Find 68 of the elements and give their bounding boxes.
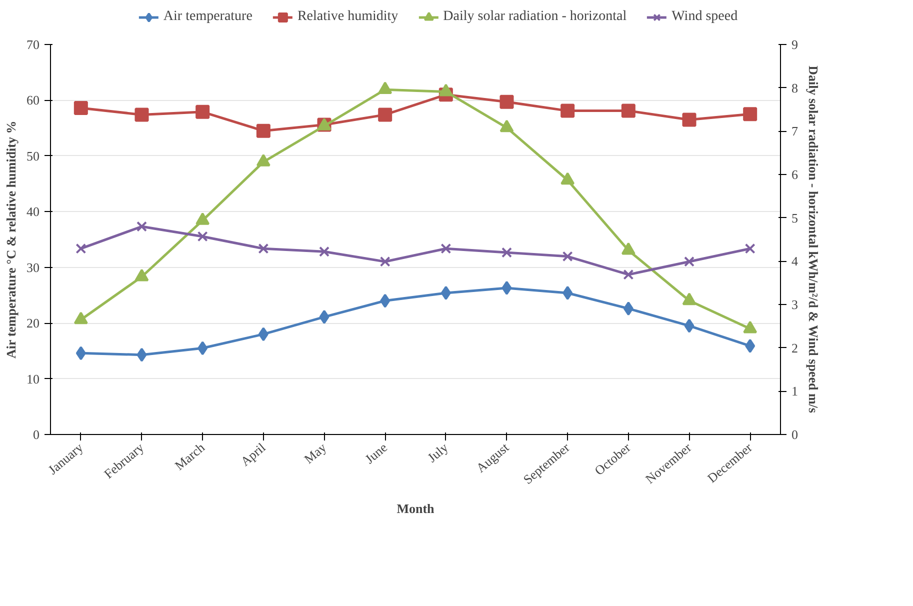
point <box>502 247 512 258</box>
point <box>319 246 330 257</box>
point <box>560 172 575 185</box>
point <box>745 338 756 353</box>
y-tick-label: 40 <box>26 204 40 220</box>
point <box>136 221 147 232</box>
y-axis-title: Air temperature °C & relative humidity % <box>4 120 18 358</box>
point <box>380 294 390 308</box>
point <box>197 231 208 242</box>
y2-tick-label: 6 <box>792 167 798 182</box>
y2-axis-title: Daily solar radiation - horizontal kWh/m²/d & Wind speed m/s <box>806 66 821 413</box>
x-tick-label: June <box>362 440 390 467</box>
y2-tick-label: 4 <box>792 254 798 269</box>
point <box>440 243 452 254</box>
point <box>562 286 573 300</box>
y-tick-label: 70 <box>26 37 40 52</box>
point <box>438 84 453 96</box>
point <box>76 346 86 360</box>
y2-tick-label: 5 <box>792 210 798 226</box>
point <box>196 212 210 225</box>
y-tick-label: 0 <box>33 427 40 442</box>
y-tick-label: 60 <box>26 92 40 108</box>
y2-tick-label: 0 <box>792 427 798 442</box>
point <box>380 256 390 267</box>
point <box>136 348 147 362</box>
y-tick-label: 10 <box>26 371 40 386</box>
legend-label: Daily solar radiation - horizontal <box>443 9 627 25</box>
y-tick-label: 20 <box>26 316 40 331</box>
y2-tick-label: 1 <box>792 384 798 399</box>
legend-label: Wind speed <box>672 9 738 25</box>
point <box>256 124 270 138</box>
y2-tick-label: 9 <box>792 37 798 52</box>
point <box>684 256 694 267</box>
point <box>440 286 451 300</box>
point <box>74 101 88 116</box>
y-tick-label: 30 <box>26 260 40 275</box>
y2-tick-label: 7 <box>792 124 798 139</box>
point <box>258 327 268 342</box>
point <box>256 154 270 166</box>
x-tick-label: July <box>424 439 452 466</box>
point <box>319 310 330 324</box>
point <box>623 302 634 316</box>
point <box>258 243 269 254</box>
y2-tick-label: 8 <box>792 80 798 96</box>
point <box>684 318 694 333</box>
point <box>502 280 512 295</box>
point <box>682 112 696 127</box>
point <box>378 82 392 94</box>
legend-label: Relative humidity <box>297 9 398 25</box>
point <box>134 108 149 122</box>
point <box>378 108 392 122</box>
point <box>500 94 514 109</box>
x-tick-label: May <box>301 439 330 467</box>
point <box>500 120 514 132</box>
point <box>743 107 758 122</box>
y2-tick-label: 3 <box>792 297 798 312</box>
x-axis-title: Month <box>396 500 436 516</box>
point <box>621 104 636 118</box>
legend-label: Air temperature <box>163 9 252 25</box>
point <box>562 251 573 262</box>
point <box>623 269 634 280</box>
point <box>196 104 210 119</box>
point <box>76 243 86 254</box>
point <box>744 243 756 254</box>
point <box>198 341 208 356</box>
y-tick-label: 50 <box>26 148 40 164</box>
point <box>560 104 575 118</box>
y2-tick-label: 2 <box>792 340 798 356</box>
